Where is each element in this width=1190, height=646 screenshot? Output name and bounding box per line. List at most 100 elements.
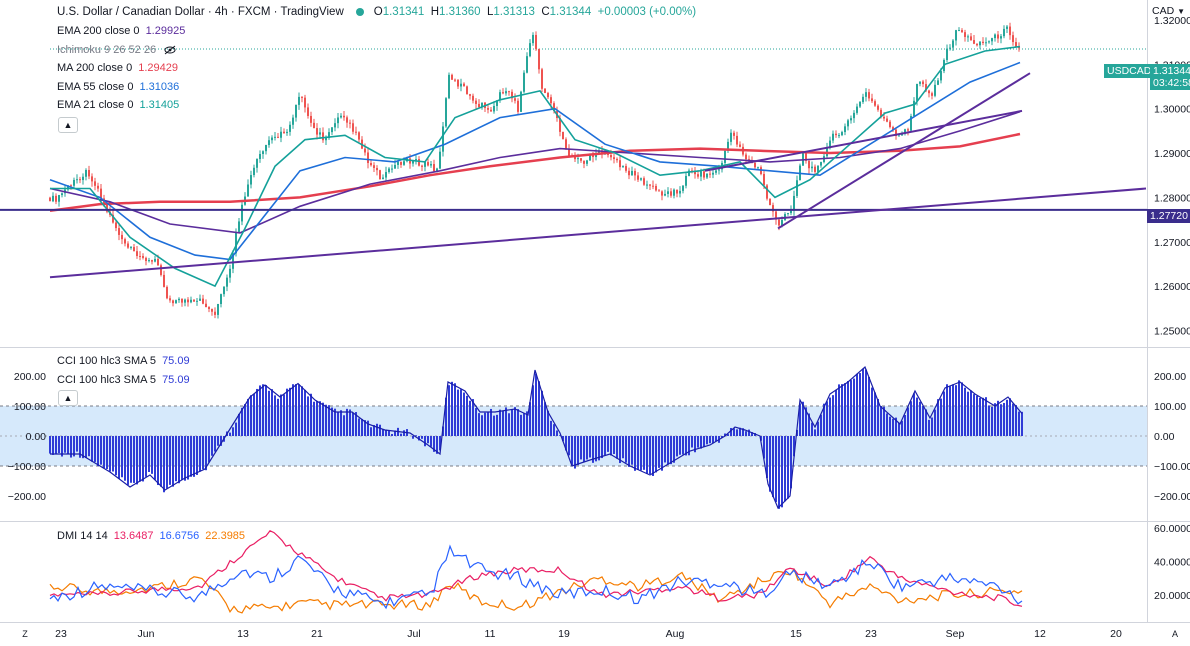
cci-bar (469, 400, 471, 436)
candle-body (271, 137, 273, 141)
legend-ma200[interactable]: MA 200 close 0 1.29429 (57, 62, 178, 75)
cci-bar (616, 436, 618, 459)
candle-body (229, 268, 231, 278)
candle-body (820, 162, 822, 166)
candle-body (748, 159, 750, 161)
cci-bar (139, 436, 141, 482)
cci-bar (643, 436, 645, 470)
cci-bar (286, 388, 288, 436)
cci-bar (802, 401, 804, 436)
candle-body (175, 300, 177, 304)
candle-body (898, 135, 900, 137)
currency-selector[interactable]: CAD ▼ (1152, 5, 1186, 17)
cci-bar (463, 392, 465, 436)
cci-bar (694, 436, 696, 453)
cci-bar (835, 389, 837, 436)
cci-bar (1000, 404, 1002, 436)
candle-body (382, 177, 384, 180)
auto-scale-button[interactable]: A (1171, 629, 1178, 639)
cci-bar (214, 436, 216, 452)
candle-body (811, 166, 813, 169)
legend-ema21[interactable]: EMA 21 close 0 1.31405 (57, 99, 180, 112)
cci-bar (346, 408, 348, 436)
legend-dmi[interactable]: DMI 14 14 13.6487 16.6756 22.3985 (57, 530, 246, 543)
zoom-button[interactable]: Z (22, 629, 28, 639)
candle-body (526, 56, 528, 73)
cci-bar (742, 428, 744, 436)
cci-bar (466, 395, 468, 436)
legend-cci-1[interactable]: CCI 100 hlc3 SMA 5 75.09 (57, 355, 190, 368)
candle-body (763, 174, 765, 186)
legend-ema200[interactable]: EMA 200 close 0 1.29925 (57, 25, 186, 38)
candle-body (496, 100, 498, 106)
candle-body (703, 171, 705, 178)
candle-body (145, 257, 147, 262)
candle-body (529, 43, 531, 57)
cci-bar (829, 397, 831, 436)
candle-body (73, 179, 75, 186)
candle-body (634, 170, 636, 176)
candle-body (70, 185, 72, 187)
legend-ichimoku[interactable]: Ichimoku 9 26 52 26 (57, 41, 191, 60)
cci-bar (274, 395, 276, 436)
cci-bar (913, 393, 915, 436)
cci-bar (967, 391, 969, 436)
candle-body (679, 190, 681, 194)
collapse-cci-legend-button[interactable]: ▲ (58, 390, 78, 406)
candle-body (262, 151, 264, 155)
cci-bar (208, 436, 210, 463)
candle-body (958, 30, 960, 32)
candle-body (976, 43, 978, 46)
cci-bar (997, 400, 999, 436)
candle-body (724, 150, 726, 163)
cci-bar (379, 424, 381, 436)
candle-body (91, 176, 93, 182)
cci-bar (565, 436, 567, 451)
candle-body (637, 175, 639, 180)
candle-body (226, 277, 228, 287)
cci-bar (493, 415, 495, 436)
cci-bar (433, 436, 435, 452)
cci-bar (931, 417, 933, 436)
cci-bar (1009, 398, 1011, 436)
candle-body (469, 94, 471, 96)
cci-bar (169, 436, 171, 485)
cci-bar (424, 436, 426, 447)
cci-bar (559, 435, 561, 436)
cci-bar (619, 436, 621, 464)
candle-body (979, 41, 981, 46)
cci-bar (964, 387, 966, 436)
cci-bar (811, 422, 813, 436)
candle-body (682, 185, 684, 191)
cci-bar (382, 429, 384, 436)
cci-bar (133, 436, 135, 483)
cci-bar (937, 399, 939, 436)
cci-bar (118, 436, 120, 479)
candle-body (502, 92, 504, 94)
candle-body (940, 71, 942, 81)
cci-bar (841, 384, 843, 436)
time-axis-label: Sep (946, 628, 965, 640)
cci-bar (415, 435, 417, 436)
cci-bar (988, 405, 990, 436)
cci-bar (934, 409, 936, 436)
symbol-title[interactable]: U.S. Dollar / Canadian Dollar · 4h · FXC… (57, 6, 344, 18)
cci-axis-label-left: −100.00 (8, 461, 46, 473)
cci-bar (601, 436, 603, 459)
cci-bar (238, 413, 240, 436)
candle-body (232, 253, 234, 269)
collapse-legend-button[interactable]: ▲ (58, 117, 78, 133)
cci-bar (337, 411, 339, 436)
legend-cci-2[interactable]: CCI 100 hlc3 SMA 5 75.09 (57, 373, 190, 386)
candle-body (187, 299, 189, 303)
price-axis-label: 1.32000 (1154, 15, 1190, 27)
candle-body (538, 48, 540, 70)
candle-body (256, 159, 258, 168)
candle-body (445, 98, 447, 127)
candle-body (223, 286, 225, 295)
cci-bar (613, 436, 615, 455)
eye-crossed-icon[interactable] (164, 45, 176, 55)
legend-ema55[interactable]: EMA 55 close 0 1.31036 (57, 80, 180, 93)
cci-bar (421, 436, 423, 439)
